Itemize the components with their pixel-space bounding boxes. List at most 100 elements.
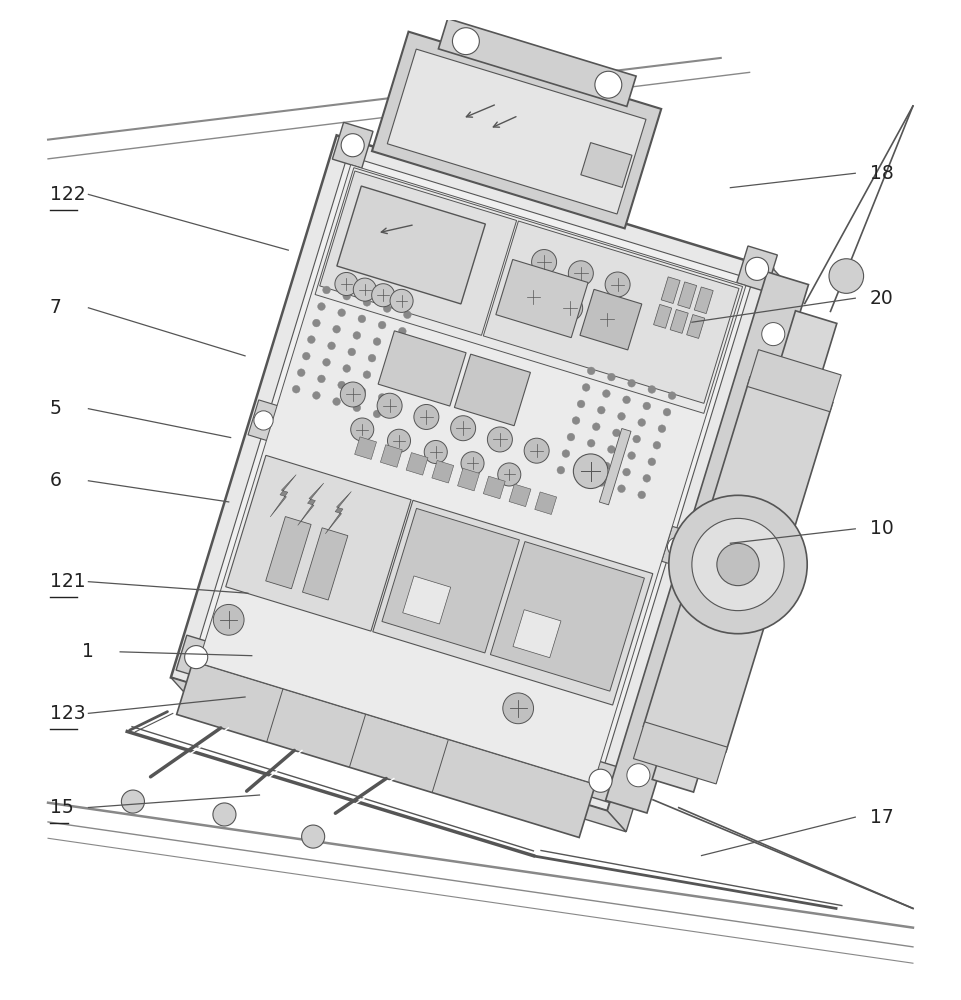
Text: 123: 123 (50, 704, 86, 723)
Circle shape (348, 348, 356, 356)
Polygon shape (748, 350, 841, 412)
Polygon shape (176, 635, 216, 679)
Circle shape (582, 384, 590, 391)
Circle shape (628, 452, 635, 459)
Circle shape (605, 272, 630, 297)
Circle shape (312, 392, 320, 399)
Polygon shape (643, 377, 833, 752)
Circle shape (603, 390, 610, 397)
Polygon shape (431, 460, 454, 483)
Circle shape (658, 425, 666, 433)
Circle shape (399, 327, 407, 335)
Circle shape (363, 371, 371, 379)
Circle shape (254, 411, 273, 430)
Circle shape (363, 298, 371, 306)
Circle shape (292, 385, 300, 393)
Polygon shape (483, 221, 739, 403)
Polygon shape (534, 492, 556, 514)
Circle shape (404, 311, 411, 319)
Circle shape (618, 412, 626, 420)
Circle shape (521, 284, 546, 309)
Circle shape (390, 289, 413, 312)
Polygon shape (580, 143, 632, 187)
Circle shape (353, 332, 360, 339)
Circle shape (353, 404, 360, 412)
Circle shape (598, 406, 605, 414)
Circle shape (589, 769, 612, 792)
Circle shape (414, 404, 439, 429)
Circle shape (317, 375, 325, 383)
Polygon shape (633, 722, 727, 784)
Polygon shape (298, 483, 324, 525)
Circle shape (829, 259, 864, 293)
Text: 121: 121 (50, 572, 86, 591)
Circle shape (568, 261, 593, 286)
Circle shape (531, 250, 556, 275)
Circle shape (607, 373, 615, 381)
Circle shape (328, 342, 335, 350)
Circle shape (648, 386, 655, 393)
Circle shape (338, 309, 346, 317)
Polygon shape (580, 289, 642, 350)
Circle shape (592, 423, 600, 431)
Text: 1: 1 (82, 642, 93, 661)
Circle shape (618, 485, 626, 493)
Circle shape (487, 427, 512, 452)
Polygon shape (265, 517, 311, 589)
Circle shape (668, 537, 687, 556)
Circle shape (603, 462, 610, 470)
Polygon shape (320, 171, 517, 335)
Circle shape (453, 28, 480, 55)
Circle shape (643, 402, 651, 410)
Polygon shape (171, 135, 774, 811)
Polygon shape (457, 468, 480, 491)
Circle shape (572, 417, 579, 424)
Polygon shape (653, 311, 837, 792)
Circle shape (746, 257, 769, 280)
Polygon shape (378, 331, 466, 406)
Circle shape (393, 344, 401, 352)
Circle shape (669, 495, 807, 634)
Polygon shape (355, 437, 377, 459)
Polygon shape (270, 475, 296, 517)
Polygon shape (373, 500, 653, 705)
Circle shape (338, 381, 346, 389)
Circle shape (341, 134, 364, 157)
Circle shape (343, 292, 351, 300)
Circle shape (762, 323, 785, 346)
Polygon shape (483, 476, 505, 499)
Circle shape (308, 336, 315, 343)
Circle shape (587, 367, 595, 375)
Polygon shape (407, 453, 428, 475)
Text: 17: 17 (870, 808, 894, 827)
Polygon shape (303, 528, 348, 600)
Polygon shape (315, 168, 743, 413)
Circle shape (372, 284, 395, 307)
Circle shape (628, 379, 635, 387)
Circle shape (185, 646, 208, 669)
Circle shape (312, 319, 320, 327)
Circle shape (297, 369, 305, 377)
Text: 6: 6 (50, 471, 62, 490)
Polygon shape (191, 156, 752, 791)
Text: 10: 10 (870, 519, 894, 538)
Polygon shape (199, 165, 746, 784)
Circle shape (595, 307, 620, 332)
Circle shape (323, 286, 331, 294)
Circle shape (627, 764, 650, 787)
Circle shape (333, 398, 340, 405)
Circle shape (643, 474, 651, 482)
Circle shape (354, 278, 377, 301)
Circle shape (578, 400, 585, 408)
Circle shape (334, 272, 357, 296)
Circle shape (387, 429, 410, 452)
Circle shape (358, 315, 366, 323)
Polygon shape (513, 610, 561, 658)
Polygon shape (382, 508, 520, 653)
Polygon shape (670, 309, 688, 333)
Circle shape (379, 321, 386, 329)
Polygon shape (661, 277, 680, 303)
Polygon shape (333, 122, 373, 168)
Circle shape (368, 354, 376, 362)
Circle shape (574, 454, 608, 489)
